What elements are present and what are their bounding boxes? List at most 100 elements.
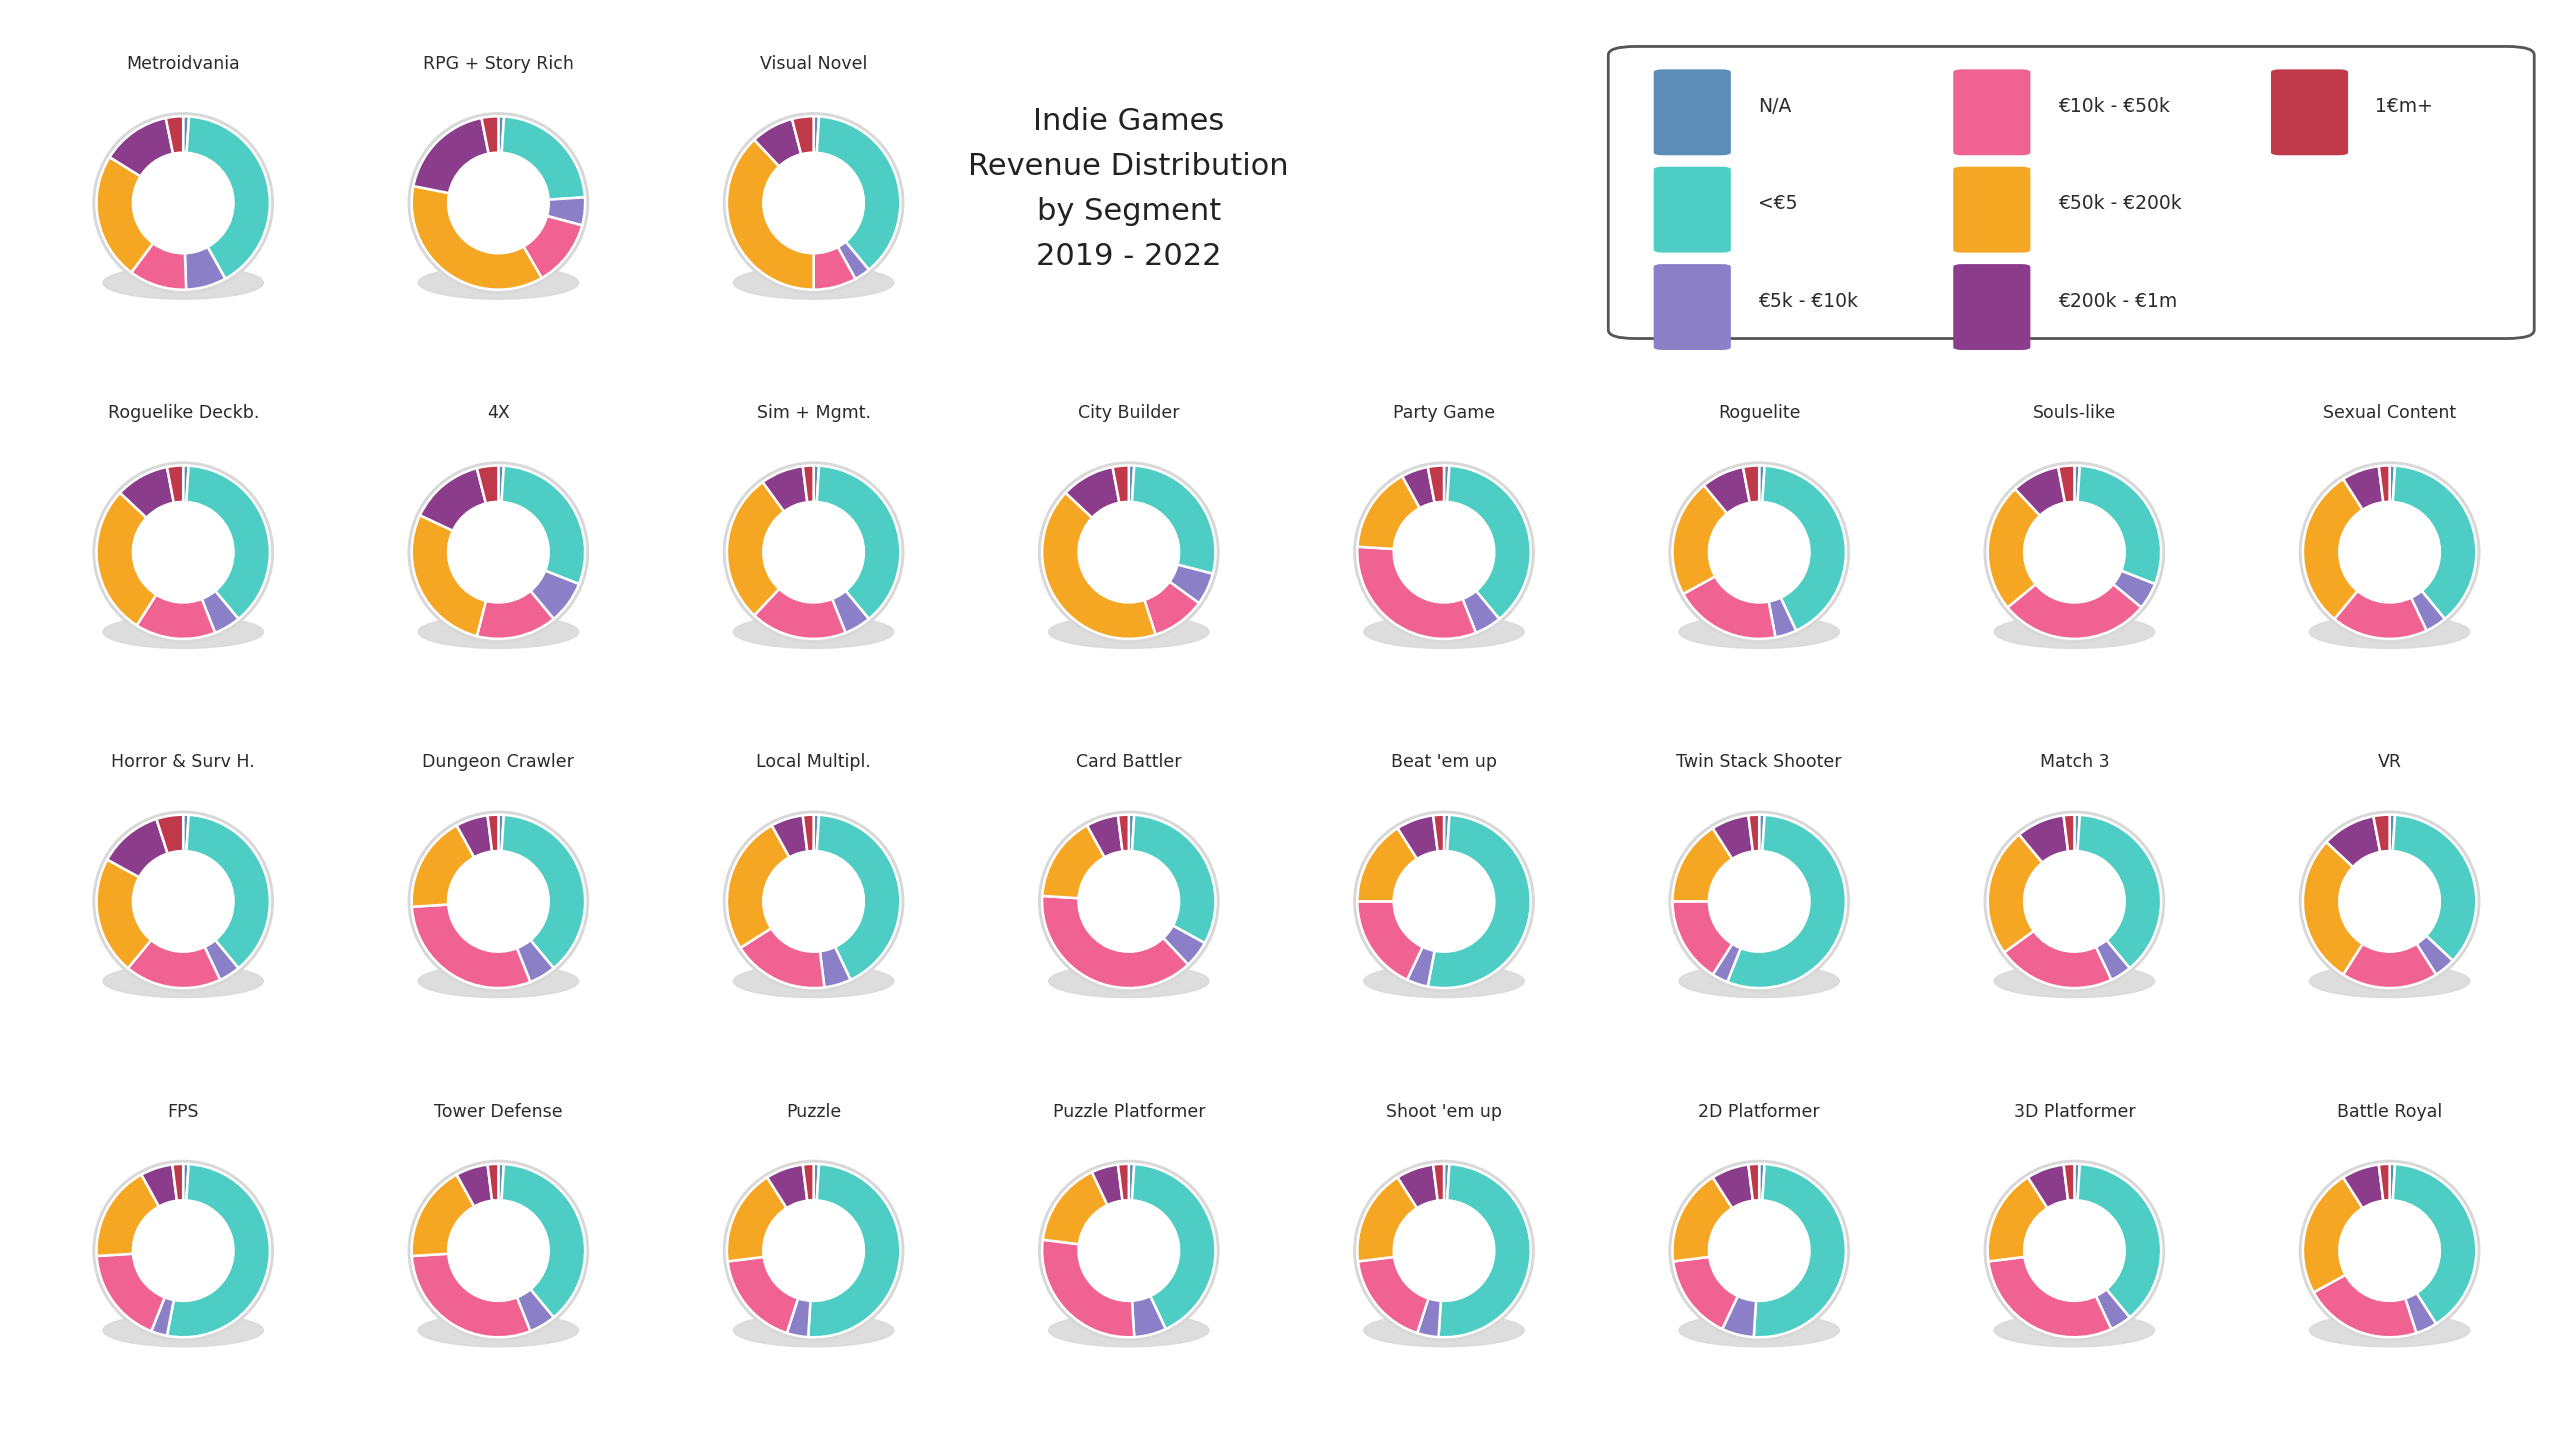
Wedge shape [187, 465, 269, 619]
Wedge shape [2004, 930, 2112, 988]
Wedge shape [108, 819, 166, 877]
Wedge shape [1444, 815, 1449, 851]
Wedge shape [97, 860, 151, 968]
Circle shape [1710, 851, 1810, 952]
Wedge shape [502, 117, 584, 200]
Circle shape [1669, 811, 1848, 992]
Wedge shape [184, 1164, 189, 1201]
Wedge shape [499, 815, 504, 851]
Wedge shape [1398, 815, 1439, 858]
Wedge shape [1042, 825, 1103, 899]
Circle shape [765, 852, 863, 950]
Circle shape [133, 1201, 233, 1300]
Wedge shape [1132, 1296, 1165, 1338]
Wedge shape [1129, 815, 1134, 851]
Text: Twin Stack Shooter: Twin Stack Shooter [1677, 753, 1843, 772]
Circle shape [1039, 1161, 1219, 1341]
Wedge shape [2388, 465, 2396, 503]
Text: Match 3: Match 3 [2040, 753, 2109, 772]
Circle shape [2340, 1201, 2440, 1300]
Text: FPS: FPS [166, 1103, 200, 1120]
Wedge shape [1672, 901, 1733, 975]
Wedge shape [1357, 1178, 1418, 1261]
Circle shape [2025, 503, 2125, 602]
Wedge shape [412, 1254, 530, 1338]
Text: Card Battler: Card Battler [1075, 753, 1183, 772]
Wedge shape [2304, 480, 2363, 619]
Circle shape [1710, 1201, 1807, 1300]
Wedge shape [1357, 1257, 1428, 1333]
Circle shape [2340, 851, 2440, 952]
Text: Puzzle Platformer: Puzzle Platformer [1052, 1103, 1206, 1120]
Wedge shape [2074, 465, 2079, 503]
Wedge shape [755, 120, 801, 166]
Wedge shape [202, 590, 238, 632]
FancyBboxPatch shape [1608, 46, 2534, 338]
Wedge shape [2342, 1165, 2383, 1208]
Circle shape [1354, 1161, 1533, 1341]
Wedge shape [187, 117, 269, 279]
Circle shape [1984, 1161, 2166, 1341]
Circle shape [724, 112, 904, 294]
Ellipse shape [1364, 1313, 1523, 1346]
Text: €200k - €1m: €200k - €1m [2058, 292, 2176, 311]
Circle shape [2299, 462, 2481, 642]
Wedge shape [1446, 465, 1531, 619]
Circle shape [407, 462, 589, 642]
Wedge shape [2394, 815, 2476, 960]
Ellipse shape [102, 1313, 264, 1346]
Circle shape [407, 112, 589, 294]
Wedge shape [804, 1164, 814, 1201]
Text: 3D Platformer: 3D Platformer [2015, 1103, 2135, 1120]
Wedge shape [1674, 1257, 1738, 1329]
Wedge shape [1170, 564, 1213, 603]
Wedge shape [755, 589, 845, 639]
Wedge shape [832, 590, 868, 632]
Wedge shape [1434, 1164, 1444, 1201]
FancyBboxPatch shape [1654, 167, 1731, 252]
Ellipse shape [1050, 1313, 1208, 1346]
Circle shape [765, 1201, 863, 1300]
Wedge shape [1428, 815, 1531, 988]
Text: Indie Games
Revenue Distribution
by Segment
2019 - 2022: Indie Games Revenue Distribution by Segm… [968, 107, 1290, 271]
Circle shape [763, 851, 863, 952]
Wedge shape [809, 1164, 901, 1338]
Wedge shape [2342, 943, 2437, 988]
Wedge shape [817, 815, 901, 979]
Ellipse shape [417, 965, 579, 998]
Wedge shape [151, 1297, 174, 1336]
Wedge shape [1428, 465, 1444, 503]
Ellipse shape [1994, 615, 2156, 648]
Wedge shape [814, 117, 819, 153]
Wedge shape [814, 815, 819, 851]
Wedge shape [110, 118, 174, 176]
Wedge shape [412, 825, 474, 907]
Wedge shape [814, 1164, 819, 1201]
Wedge shape [120, 467, 174, 518]
Wedge shape [2394, 465, 2476, 619]
Circle shape [2025, 1201, 2125, 1300]
Circle shape [448, 1201, 548, 1300]
Ellipse shape [732, 266, 893, 300]
Text: 2D Platformer: 2D Platformer [1697, 1103, 1820, 1120]
Circle shape [2340, 852, 2440, 950]
Wedge shape [2074, 815, 2079, 851]
Wedge shape [1713, 1165, 1754, 1208]
Circle shape [2299, 811, 2481, 992]
Ellipse shape [1679, 615, 1841, 648]
Wedge shape [1042, 1172, 1108, 1244]
Wedge shape [184, 815, 189, 851]
Wedge shape [2063, 815, 2074, 851]
Wedge shape [1093, 1165, 1121, 1205]
Wedge shape [1132, 465, 1216, 573]
Wedge shape [502, 1164, 586, 1318]
Circle shape [92, 1161, 274, 1341]
Wedge shape [184, 465, 189, 503]
Circle shape [763, 1201, 863, 1300]
Wedge shape [156, 815, 184, 854]
Ellipse shape [1050, 615, 1208, 648]
Wedge shape [2007, 585, 2140, 639]
Wedge shape [2417, 936, 2452, 975]
Circle shape [724, 1161, 904, 1341]
Wedge shape [2378, 465, 2388, 503]
